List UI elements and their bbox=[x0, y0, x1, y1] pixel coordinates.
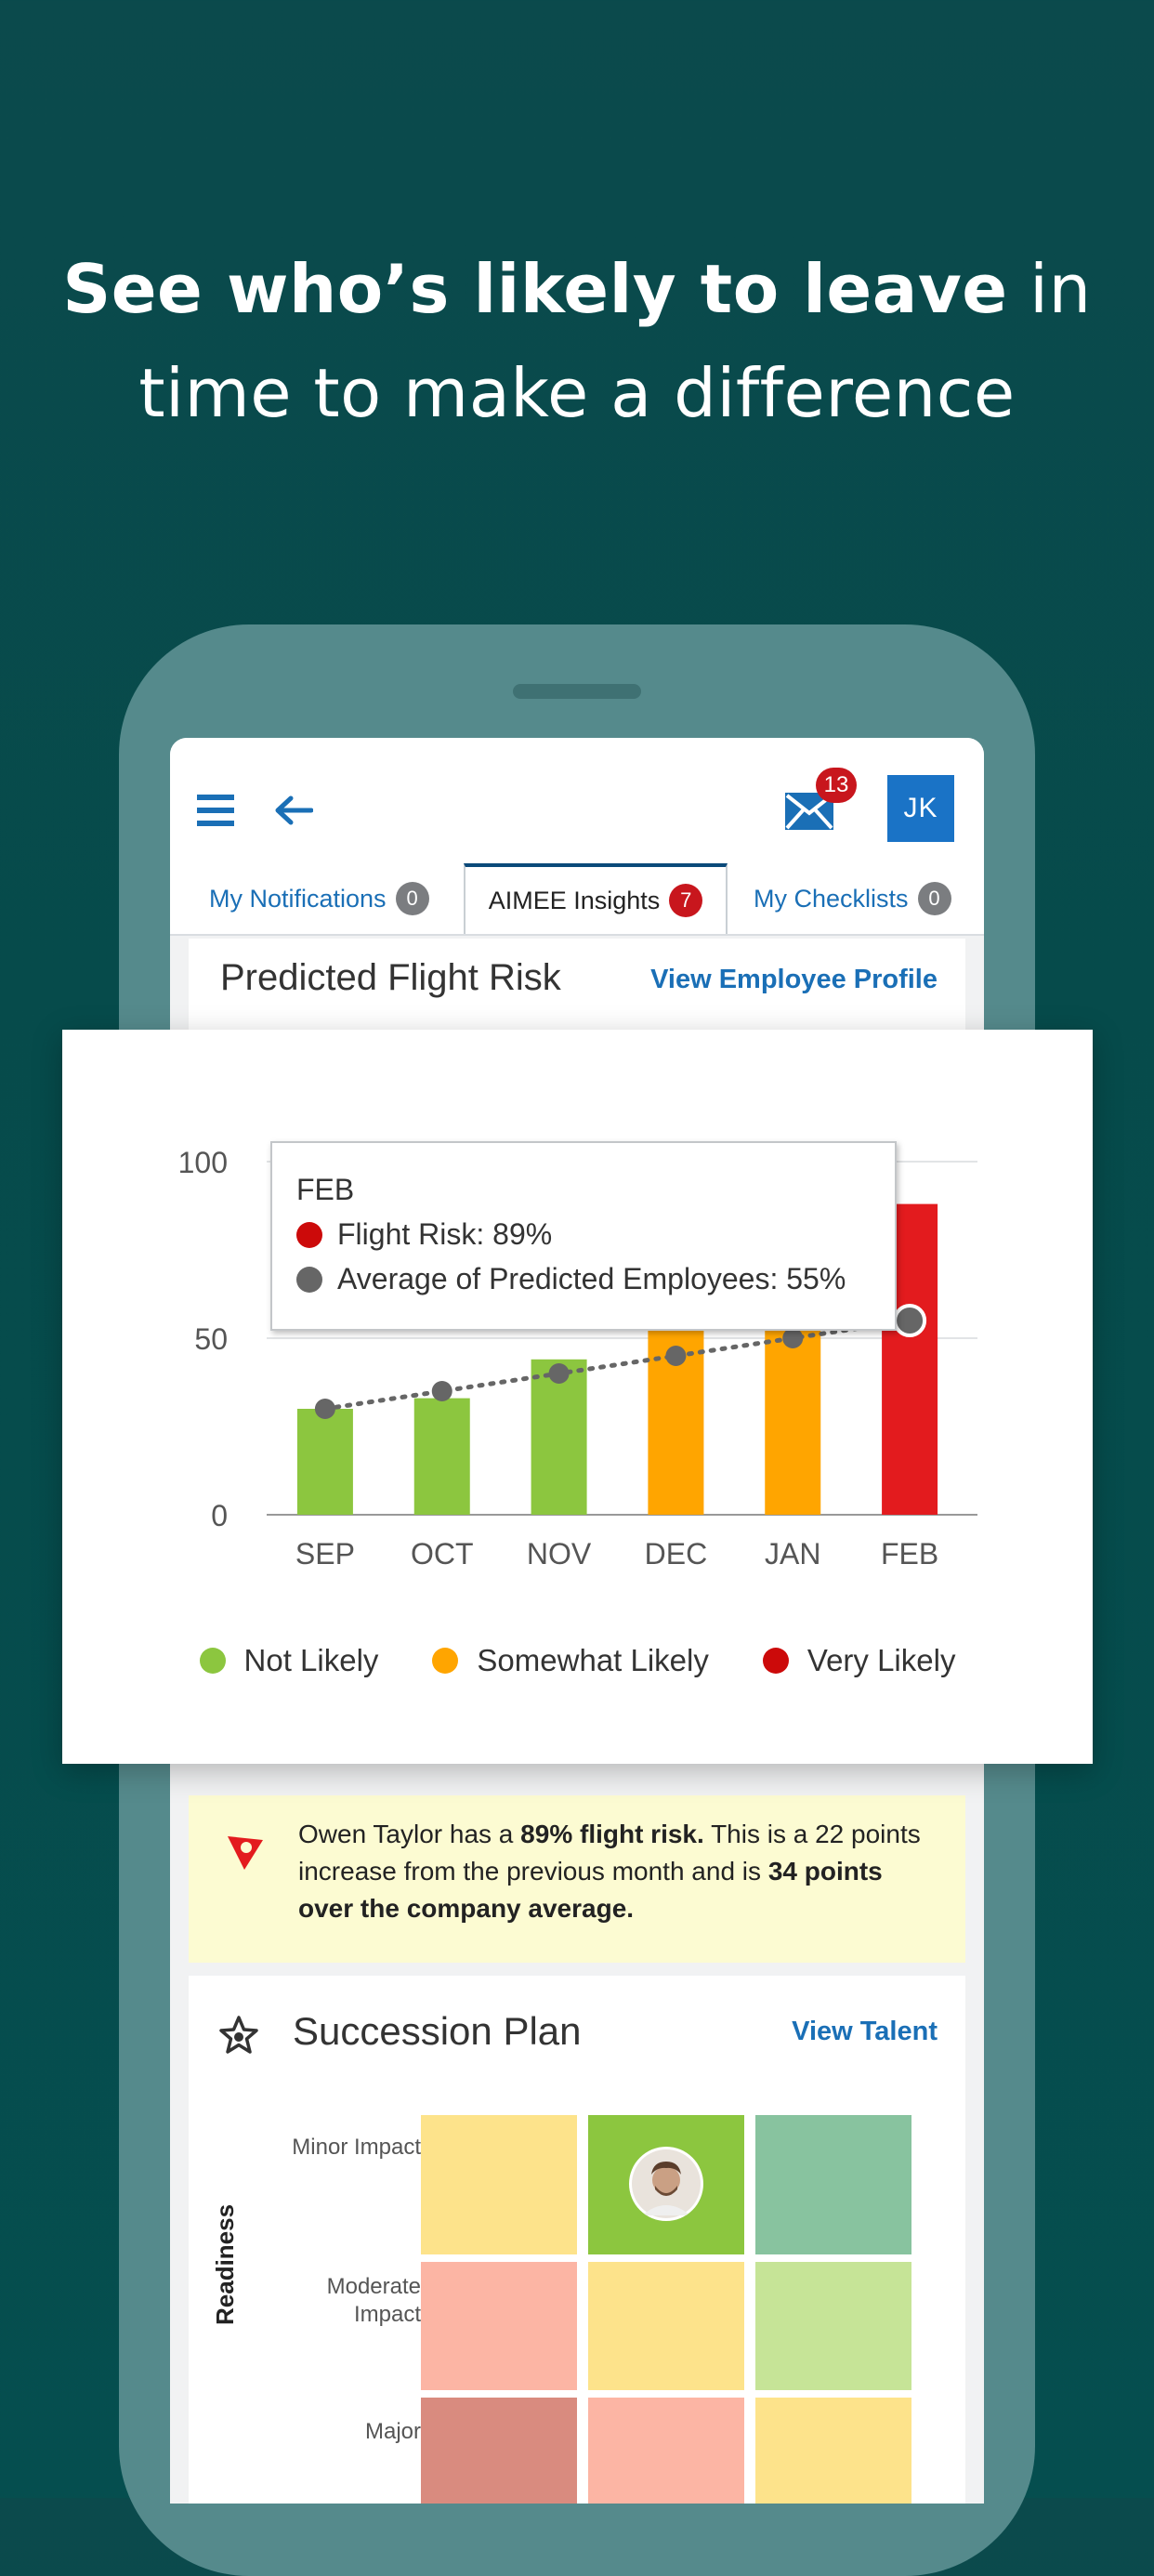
alert-text: Owen Taylor has a 89% flight risk. This … bbox=[298, 1816, 939, 1927]
legend-dot-red bbox=[762, 1648, 789, 1674]
grid-cell[interactable] bbox=[588, 2262, 744, 2390]
hamburger-menu-icon[interactable] bbox=[194, 792, 237, 829]
phone-speaker bbox=[513, 684, 641, 699]
view-talent-link[interactable]: View Talent bbox=[792, 2017, 938, 2046]
headline-line1: See who’s likely to leave in bbox=[0, 237, 1154, 341]
headline-bold: See who’s likely to leave bbox=[62, 250, 1008, 328]
grid-cell[interactable] bbox=[755, 2398, 911, 2504]
legend-label: Very Likely bbox=[806, 1643, 956, 1677]
grid-cell[interactable] bbox=[755, 2115, 911, 2254]
flight-risk-title: Predicted Flight Risk bbox=[220, 957, 561, 998]
tooltip-average: Average of Predicted Employees: 55% bbox=[296, 1262, 846, 1296]
grid-cell[interactable] bbox=[588, 2115, 744, 2254]
chart-legend: Not Likely Somewhat Likely Very Likely bbox=[62, 1643, 1093, 1678]
legend-somewhat-likely[interactable]: Somewhat Likely bbox=[432, 1643, 709, 1678]
tab-label: My Notifications bbox=[209, 884, 387, 913]
row-label-major: Major bbox=[364, 2419, 421, 2444]
legend-dot-orange bbox=[432, 1648, 459, 1674]
employee-avatar[interactable] bbox=[629, 2147, 703, 2221]
tab-label: AIMEE Insights bbox=[488, 886, 661, 914]
bar bbox=[648, 1303, 704, 1515]
app-top-bar: 13 JK bbox=[170, 738, 984, 863]
mail-count-badge: 13 bbox=[816, 768, 857, 803]
tooltip-red-dot bbox=[296, 1221, 322, 1248]
x-tick-label: NOV bbox=[527, 1537, 592, 1571]
user-avatar[interactable]: JK bbox=[887, 775, 954, 842]
tooltip-gray-dot bbox=[296, 1266, 322, 1293]
tooltip-line2: Average of Predicted Employees: 55% bbox=[337, 1262, 846, 1295]
alert-bold1: 89% flight risk. bbox=[520, 1820, 704, 1848]
tab-label: My Checklists bbox=[754, 884, 909, 913]
average-point bbox=[431, 1381, 452, 1401]
legend-label: Not Likely bbox=[243, 1643, 379, 1677]
y-tick-label: 0 bbox=[211, 1499, 228, 1532]
y-tick-label: 100 bbox=[178, 1146, 228, 1179]
tab-aimee-insights[interactable]: AIMEE Insights 7 bbox=[464, 863, 728, 934]
headline-rest: in bbox=[1007, 250, 1092, 328]
grid-cell[interactable] bbox=[421, 2115, 577, 2254]
alert-bold2: 34 points over the company average. bbox=[298, 1857, 883, 1923]
flight-risk-alert: Owen Taylor has a 89% flight risk. This … bbox=[189, 1795, 965, 1963]
x-tick-label: FEB bbox=[881, 1537, 938, 1571]
row-label-minor: Minor Impact bbox=[292, 2135, 421, 2160]
average-point bbox=[665, 1346, 687, 1366]
average-point bbox=[782, 1328, 804, 1348]
bar bbox=[413, 1398, 470, 1515]
tab-count-badge: 0 bbox=[395, 882, 429, 915]
grid-cell[interactable] bbox=[588, 2398, 744, 2504]
headline-line2: time to make a difference bbox=[138, 354, 1016, 432]
star-icon bbox=[218, 2015, 259, 2056]
legend-not-likely[interactable]: Not Likely bbox=[199, 1643, 379, 1678]
tab-my-notifications[interactable]: My Notifications 0 bbox=[209, 863, 429, 934]
flight-risk-chart-card: 0 50 100 SEP OCT NOV DEC JAN FEB FEB Flight Risk… bbox=[62, 1030, 1093, 1764]
view-employee-profile-link[interactable]: View Employee Profile bbox=[650, 965, 938, 994]
alert-part2: This is a 22 points increase from the pr… bbox=[298, 1820, 921, 1886]
tooltip-month: FEB bbox=[296, 1173, 355, 1206]
tooltip-line1: Flight Risk: 89% bbox=[337, 1217, 553, 1251]
x-tick-label: DEC bbox=[645, 1537, 708, 1571]
x-tick-label: JAN bbox=[765, 1537, 820, 1571]
succession-plan-card: Succession Plan View Talent Minor Impact… bbox=[189, 1976, 965, 2504]
tab-bar: My Notifications 0 AIMEE Insights 7 My C… bbox=[170, 863, 984, 936]
tab-count-badge: 0 bbox=[917, 882, 951, 915]
y-tick-label: 50 bbox=[194, 1322, 228, 1356]
x-tick-label: OCT bbox=[411, 1537, 474, 1571]
row-label-moderate: Moderate Impact bbox=[326, 2274, 421, 2327]
bar bbox=[296, 1409, 353, 1515]
chart-tooltip: FEB Flight Risk: 89% Average of Predicte… bbox=[270, 1141, 897, 1331]
legend-label: Somewhat Likely bbox=[477, 1643, 709, 1677]
succession-plan-title: Succession Plan bbox=[293, 2009, 582, 2053]
back-arrow-icon[interactable] bbox=[272, 792, 315, 829]
grid-cell[interactable] bbox=[755, 2262, 911, 2390]
flight-risk-header: Predicted Flight Risk View Employee Prof… bbox=[189, 939, 965, 1032]
tab-my-checklists[interactable]: My Checklists 0 bbox=[754, 863, 951, 934]
bar bbox=[531, 1359, 587, 1515]
legend-dot-green bbox=[199, 1648, 226, 1674]
tooltip-flight-risk: Flight Risk: 89% bbox=[296, 1217, 552, 1252]
x-tick-label: SEP bbox=[295, 1537, 355, 1571]
average-line bbox=[322, 1318, 912, 1412]
aimee-logo-icon bbox=[224, 1831, 267, 1873]
average-point bbox=[893, 1304, 927, 1337]
legend-very-likely[interactable]: Very Likely bbox=[762, 1643, 956, 1678]
alert-part1: Owen Taylor has a bbox=[298, 1820, 521, 1848]
average-point bbox=[314, 1399, 335, 1419]
grid-cell[interactable] bbox=[421, 2262, 577, 2390]
average-point bbox=[548, 1363, 570, 1384]
hero-headline: See who’s likely to leave in time to mak… bbox=[0, 237, 1154, 445]
grid-cell[interactable] bbox=[421, 2398, 577, 2504]
tab-count-badge: 7 bbox=[669, 884, 703, 917]
readiness-axis-label: Readiness bbox=[211, 2203, 239, 2325]
